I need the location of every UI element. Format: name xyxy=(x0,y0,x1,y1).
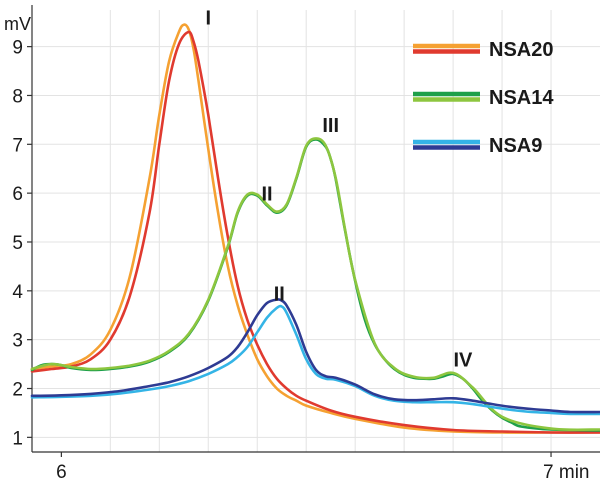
y-tick-label: 8 xyxy=(12,86,23,107)
peak-label: IV xyxy=(453,350,473,372)
y-tick-label: 6 xyxy=(12,184,23,205)
peak-label: III xyxy=(322,115,339,137)
series-line xyxy=(30,23,600,434)
x-tick-label: 7 min xyxy=(543,462,589,482)
peak-label: II xyxy=(261,183,272,205)
peak-label: I xyxy=(205,8,211,30)
legend-label: NSA9 xyxy=(489,135,542,157)
series-line xyxy=(30,138,600,432)
y-tick-label: 5 xyxy=(12,233,23,254)
y-tick-label: 9 xyxy=(12,38,23,59)
legend: NSA20 NSA14 NSA9 xyxy=(413,39,554,157)
series-line xyxy=(30,30,600,434)
x-tick-label: 6 xyxy=(56,462,67,482)
y-tick-label: 7 xyxy=(12,135,23,156)
series-group xyxy=(30,23,600,434)
series-line xyxy=(30,298,600,414)
legend-label: NSA14 xyxy=(489,87,554,109)
y-tick-label: 2 xyxy=(12,380,23,401)
y-tick-label: 1 xyxy=(12,428,23,449)
legend-label: NSA20 xyxy=(489,39,553,61)
axes: 1 2 3 4 5 6 7 8 9 mV 6 7 min xyxy=(4,5,600,482)
grid xyxy=(32,10,600,452)
series-line xyxy=(30,137,600,432)
y-tick-label: 3 xyxy=(12,331,23,352)
series-line xyxy=(30,304,600,416)
y-tick-label: 4 xyxy=(12,282,23,303)
peak-label: II xyxy=(274,284,285,306)
y-unit-label: mV xyxy=(4,14,31,34)
